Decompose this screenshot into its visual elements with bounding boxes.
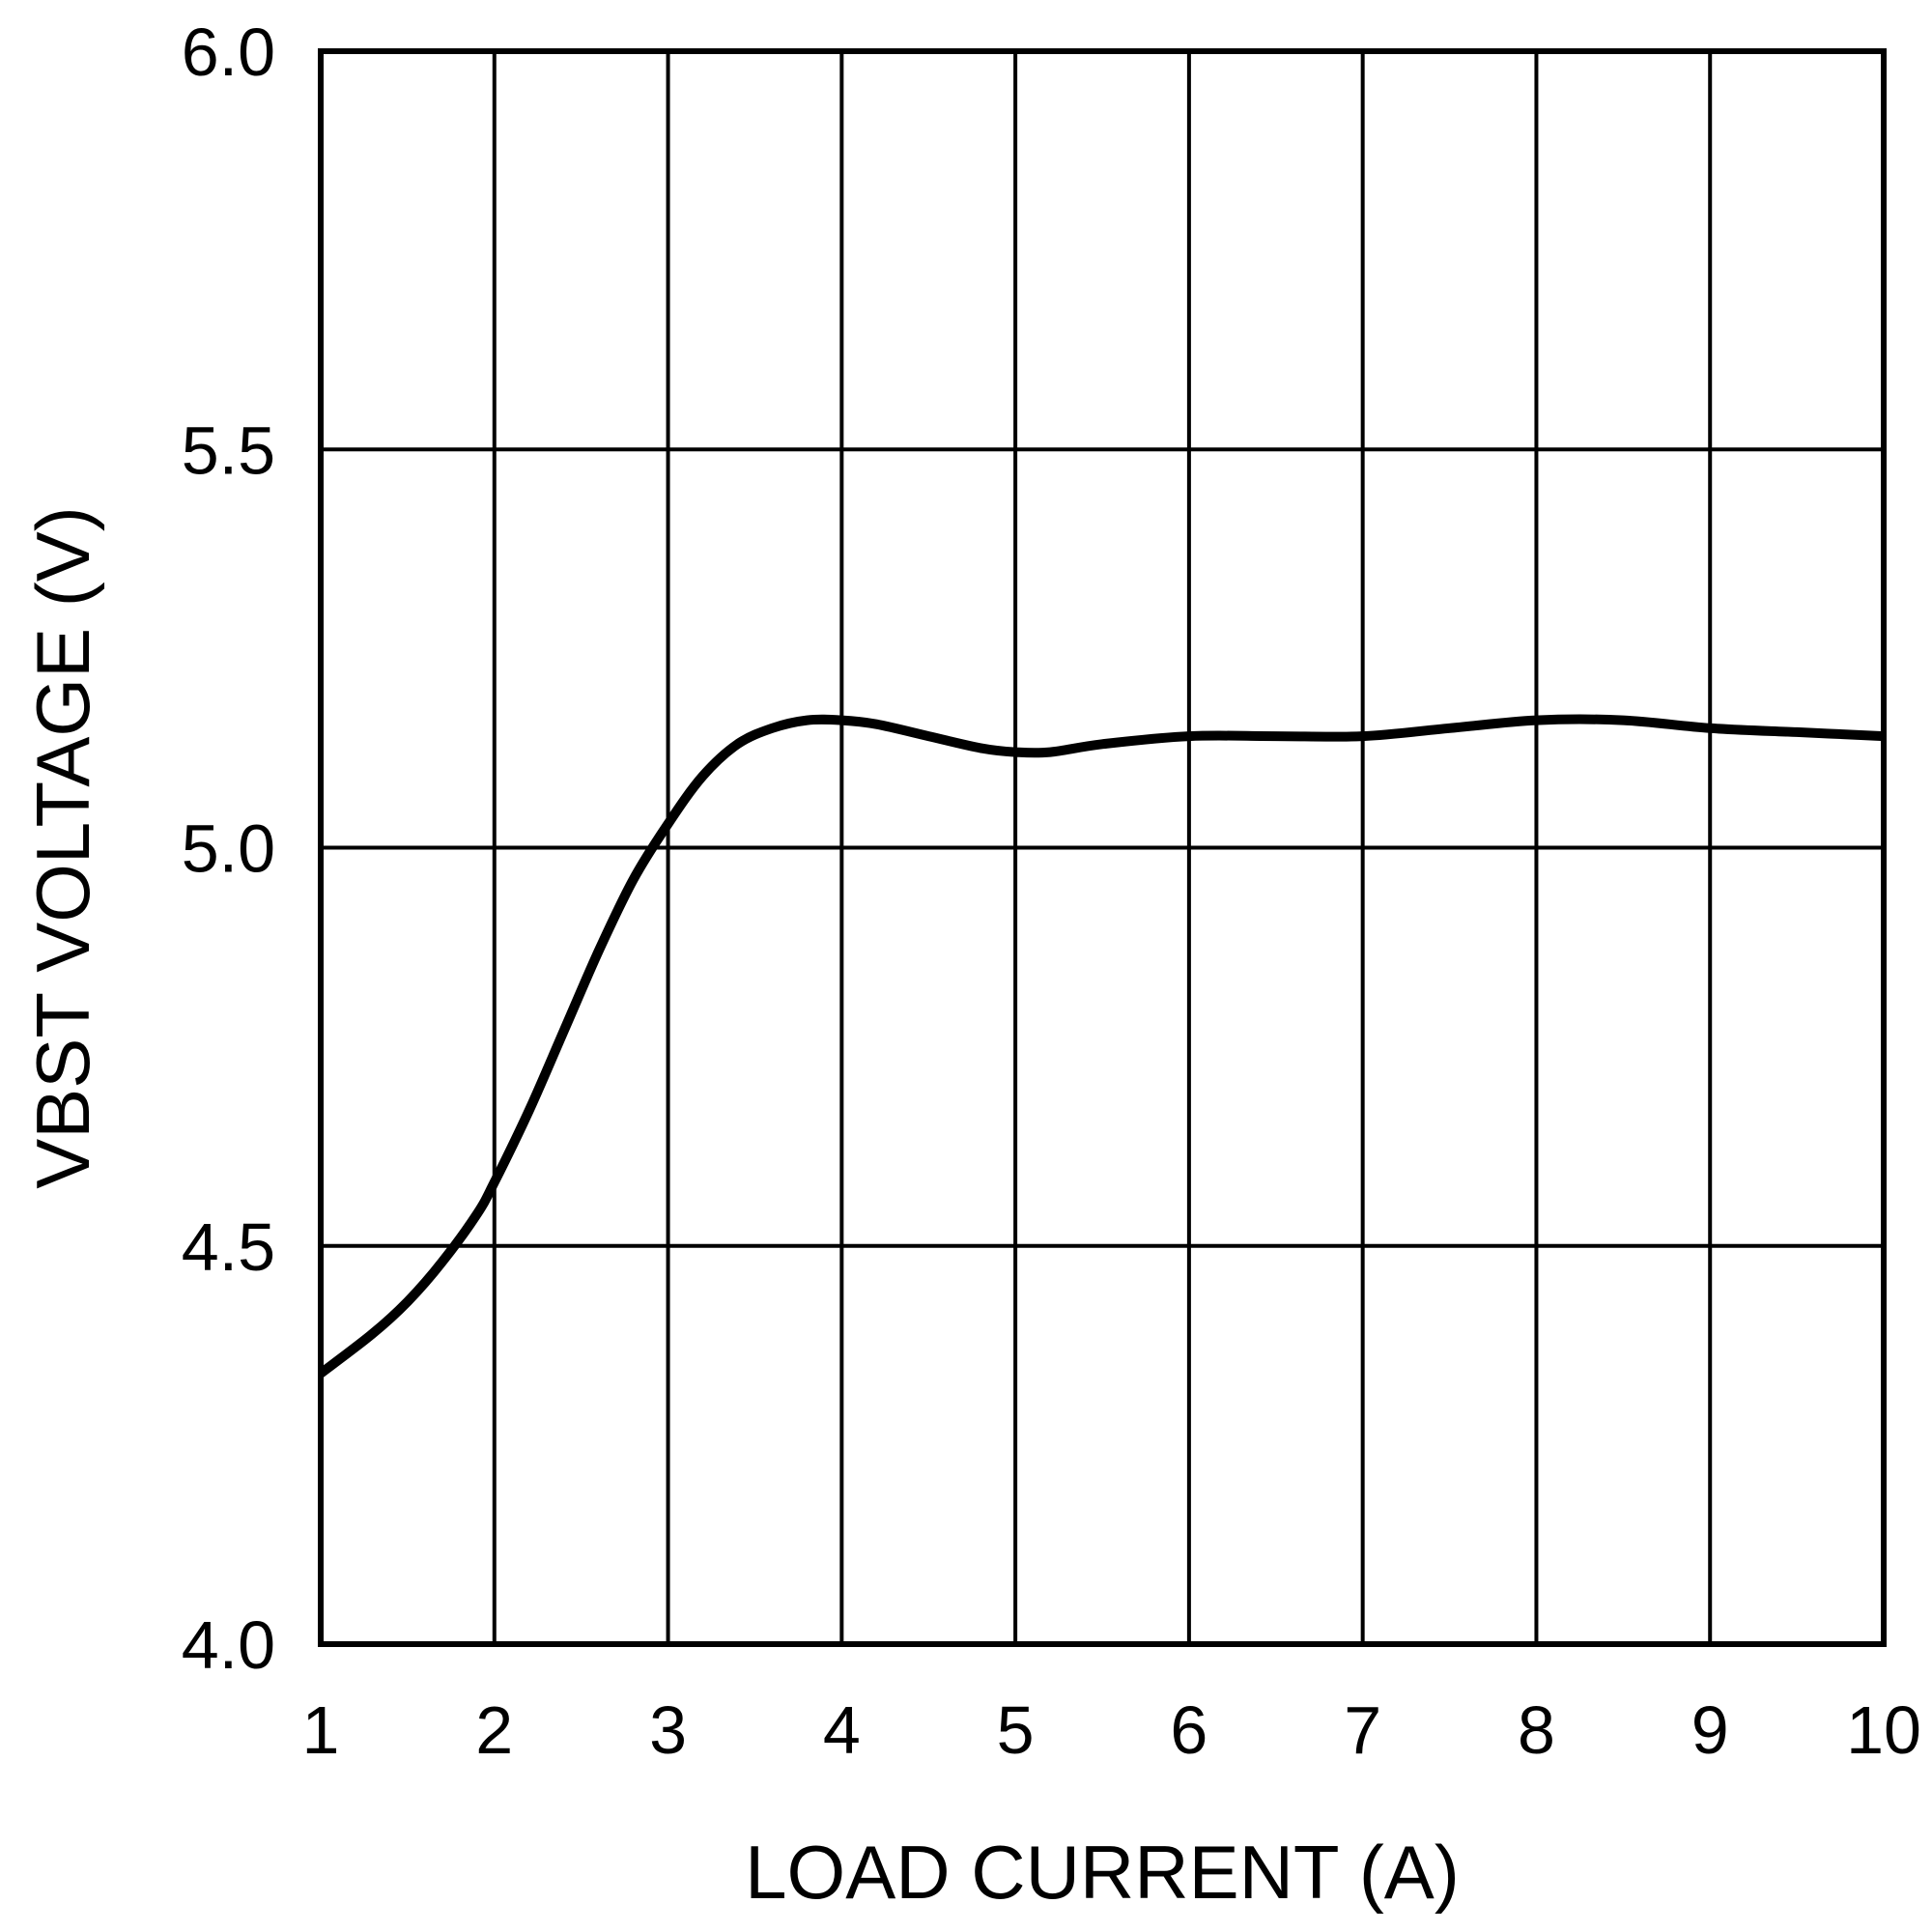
plot-frame: [318, 48, 1887, 1647]
x-tick-label: 5: [997, 1692, 1035, 1768]
grid: [319, 49, 1886, 1646]
x-tick-label: 3: [649, 1692, 687, 1768]
y-tick-label: 5.5: [182, 412, 275, 488]
x-tick-label: 9: [1691, 1692, 1729, 1768]
y-tick-label: 5.0: [182, 811, 275, 887]
x-tick-label: 1: [302, 1692, 340, 1768]
x-tick-labels: 1 2 3 4 5 6 7 8 9 10: [302, 1692, 1921, 1768]
y-tick-labels: 4.0 4.5 5.0 5.5 6.0: [182, 14, 275, 1683]
y-tick-label: 6.0: [182, 14, 275, 90]
x-tick-label: 2: [475, 1692, 513, 1768]
x-tick-label: 4: [823, 1692, 861, 1768]
x-tick-label: 8: [1518, 1692, 1555, 1768]
series-group: [317, 714, 1885, 1378]
x-tick-label: 6: [1170, 1692, 1208, 1768]
y-axis-label: VBST VOLTAGE (V): [20, 506, 105, 1189]
x-tick-label: 7: [1344, 1692, 1381, 1768]
y-tick-label: 4.5: [182, 1209, 275, 1285]
y-tick-label: 4.0: [182, 1607, 275, 1683]
x-tick-label: 10: [1846, 1692, 1921, 1768]
series-line: [317, 714, 1885, 1378]
x-axis-label: LOAD CURRENT (A): [745, 1830, 1460, 1915]
